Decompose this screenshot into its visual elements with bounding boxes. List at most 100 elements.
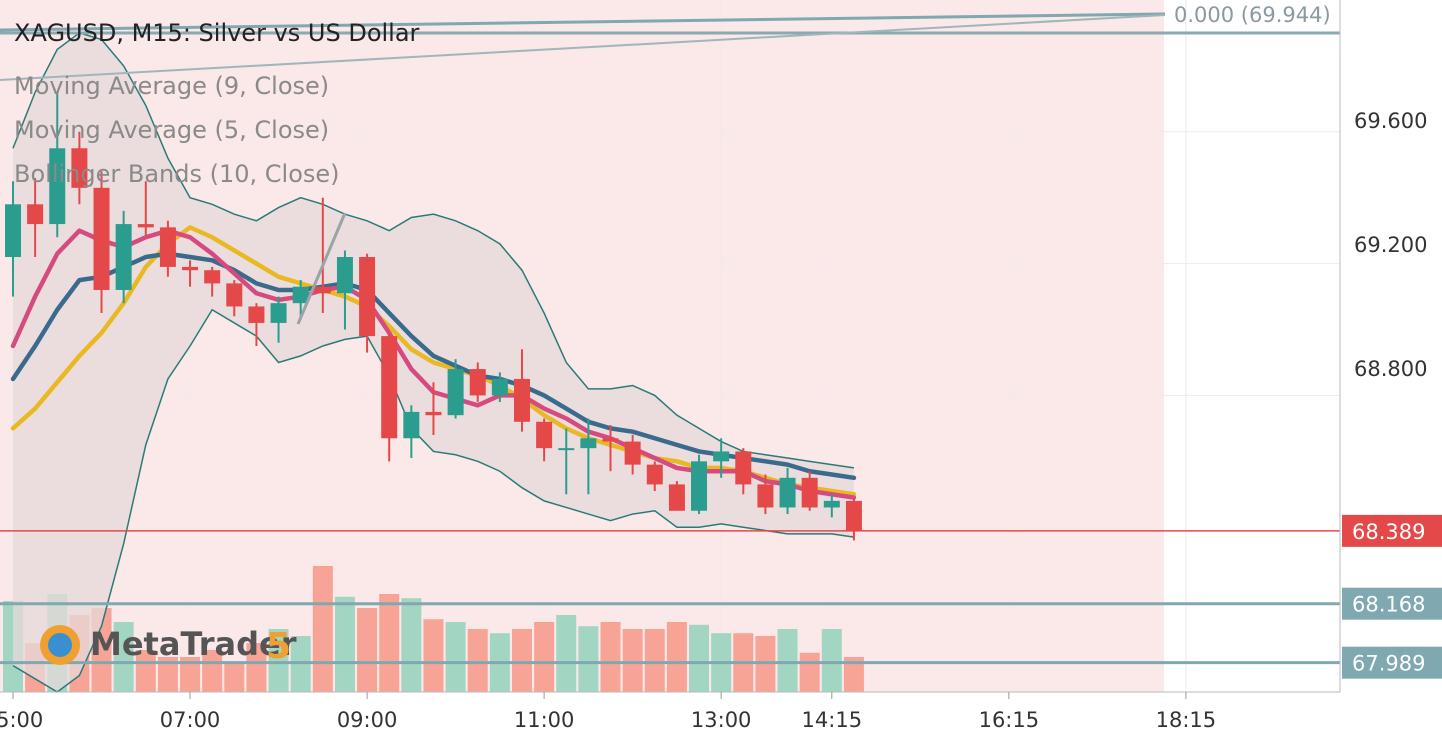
candle <box>314 197 331 314</box>
candle <box>292 280 309 317</box>
candle <box>115 210 132 304</box>
candle-body <box>801 477 818 508</box>
chart-header: XAGUSD, M15: Silver vs US Dollar Moving … <box>14 19 420 188</box>
candle-body <box>580 438 597 449</box>
candle-body <box>226 283 243 307</box>
price-level-lines[interactable]: 68.389 68.168 67.989 <box>0 514 1442 679</box>
candle <box>403 405 420 459</box>
volume-bar <box>445 622 466 692</box>
volume-bar <box>113 622 134 692</box>
y-tick-label: 69.600 <box>1354 109 1427 133</box>
candle <box>425 382 442 435</box>
candle-body <box>182 266 199 271</box>
volume-bar <box>821 629 842 692</box>
highlight-zone <box>0 0 1164 692</box>
volume-bar <box>467 629 488 692</box>
candle-body <box>381 336 398 439</box>
x-tick-label: 09:00 <box>337 708 398 732</box>
candle <box>513 349 530 432</box>
candle <box>558 428 575 495</box>
candle-body <box>71 148 88 188</box>
candle-body <box>469 369 486 396</box>
y-tick-label: 68.800 <box>1354 357 1427 381</box>
volume-bar <box>777 629 798 692</box>
candle-body <box>314 286 331 294</box>
volume-bar <box>534 622 555 692</box>
candle <box>5 181 21 297</box>
bollinger-upper-line <box>12 32 855 469</box>
candle-body <box>159 227 176 267</box>
x-tick-label: 14:15 <box>802 708 863 732</box>
candle-body <box>270 303 287 323</box>
indicator-label-bollinger: Bollinger Bands (10, Close) <box>14 160 340 188</box>
candle <box>27 177 44 258</box>
chart-title: XAGUSD, M15: Silver vs US Dollar <box>14 19 420 47</box>
candle <box>182 260 199 287</box>
logo-version: 5 <box>266 626 291 667</box>
candle <box>691 454 708 515</box>
volume-bar <box>180 657 201 692</box>
candle <box>801 471 818 511</box>
candle <box>49 92 66 238</box>
volume-bar <box>556 615 577 692</box>
candle-body <box>735 451 752 485</box>
candle-body <box>779 477 796 508</box>
price-tag-label: 67.989 <box>1352 652 1425 676</box>
candle-body <box>845 500 862 531</box>
candle-body <box>536 421 553 449</box>
volume-bar <box>799 652 820 692</box>
candle <box>248 303 265 346</box>
price-axis[interactable]: 69.600 69.200 68.800 <box>1354 109 1427 381</box>
candle-body <box>115 224 132 290</box>
candle-body <box>646 464 663 485</box>
candle <box>204 266 221 297</box>
candle <box>491 372 508 403</box>
volume-bar <box>246 643 267 692</box>
candle <box>668 481 685 511</box>
candle-body <box>757 484 774 508</box>
volume-bar <box>600 622 621 692</box>
volume-bar <box>401 598 422 692</box>
x-tick-label: 11:00 <box>514 708 575 732</box>
candle-body <box>359 257 376 337</box>
candle <box>779 467 796 515</box>
fib-level-label: 0.000 (69.944) <box>1174 3 1331 27</box>
candle <box>226 280 243 317</box>
volume-bar <box>268 629 289 692</box>
candle <box>93 171 110 314</box>
candle <box>359 253 376 353</box>
candle-body <box>49 148 66 225</box>
candle-body <box>204 270 221 284</box>
volume-bar <box>202 650 223 692</box>
candle <box>447 359 464 419</box>
candle-body <box>713 451 730 462</box>
metatrader-logo: MetaTrader 5 <box>40 625 297 667</box>
fib-line-top[interactable] <box>0 12 1166 32</box>
volume-bar <box>423 619 444 692</box>
bollinger-lower-line <box>12 308 855 693</box>
candle <box>137 181 154 238</box>
candle-body <box>447 369 464 416</box>
y-tick-label: 69.200 <box>1354 233 1427 257</box>
fibonacci-lines[interactable]: 0.000 (69.944) <box>0 3 1340 325</box>
volume-bar <box>224 664 245 692</box>
candle <box>270 296 287 343</box>
fib-line-diagonal[interactable] <box>0 14 1166 81</box>
candle <box>536 418 553 462</box>
candle-body <box>93 187 110 290</box>
candle <box>624 434 641 475</box>
candle-body <box>491 378 508 396</box>
x-tick-label: 13:00 <box>691 708 752 732</box>
logo-globe-icon <box>48 633 72 657</box>
x-tick-label: 05:00 <box>0 708 43 732</box>
volume-bar <box>135 650 156 692</box>
candle-body <box>668 484 685 511</box>
volume-bar <box>689 624 710 692</box>
time-axis[interactable]: 05:00 07:00 09:00 11:00 13:00 14:15 16:15 18:15 <box>0 692 1216 732</box>
trendline[interactable] <box>296 212 347 325</box>
volume-bar <box>312 566 333 692</box>
candle <box>735 448 752 495</box>
volume-bar <box>666 622 687 692</box>
